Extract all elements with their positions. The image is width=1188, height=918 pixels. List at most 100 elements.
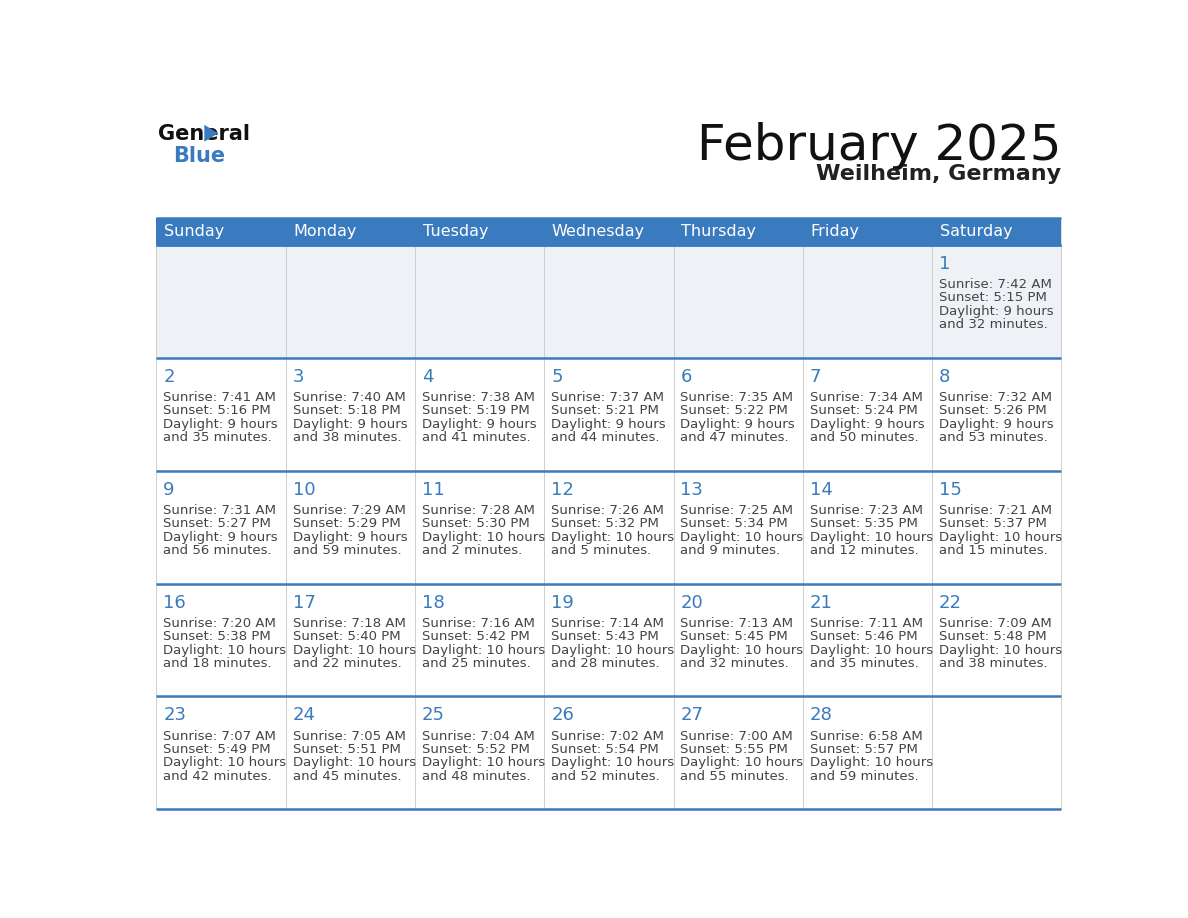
Text: Sunset: 5:52 PM: Sunset: 5:52 PM: [422, 743, 530, 756]
Text: 14: 14: [810, 481, 833, 498]
Bar: [157, 471, 285, 584]
Text: 20: 20: [681, 594, 703, 611]
Text: Sunset: 5:42 PM: Sunset: 5:42 PM: [422, 630, 530, 644]
Text: Daylight: 9 hours: Daylight: 9 hours: [292, 531, 407, 543]
Polygon shape: [204, 125, 219, 141]
Text: 6: 6: [681, 368, 691, 386]
Text: Sunset: 5:19 PM: Sunset: 5:19 PM: [422, 404, 530, 418]
Text: Sunset: 5:40 PM: Sunset: 5:40 PM: [292, 630, 400, 644]
Text: Daylight: 10 hours: Daylight: 10 hours: [810, 644, 933, 656]
Text: and 52 minutes.: and 52 minutes.: [551, 770, 659, 783]
Text: Sunset: 5:37 PM: Sunset: 5:37 PM: [939, 517, 1047, 531]
Text: Sunrise: 7:14 AM: Sunrise: 7:14 AM: [551, 617, 664, 630]
Text: Sunrise: 7:16 AM: Sunrise: 7:16 AM: [422, 617, 535, 630]
Text: and 22 minutes.: and 22 minutes.: [292, 657, 402, 670]
Text: Daylight: 9 hours: Daylight: 9 hours: [810, 418, 924, 431]
Text: and 32 minutes.: and 32 minutes.: [681, 657, 789, 670]
Text: Daylight: 10 hours: Daylight: 10 hours: [422, 531, 545, 543]
Text: 23: 23: [163, 707, 187, 724]
Bar: [157, 218, 285, 245]
Bar: [285, 218, 415, 245]
Text: 1: 1: [939, 255, 950, 273]
Text: Sunset: 5:21 PM: Sunset: 5:21 PM: [551, 404, 659, 418]
Text: Daylight: 10 hours: Daylight: 10 hours: [163, 644, 286, 656]
Text: Sunrise: 7:00 AM: Sunrise: 7:00 AM: [681, 730, 794, 743]
Text: Daylight: 9 hours: Daylight: 9 hours: [939, 418, 1054, 431]
Text: Daylight: 10 hours: Daylight: 10 hours: [939, 644, 1062, 656]
Bar: [285, 358, 415, 471]
Bar: [674, 471, 803, 584]
Bar: [285, 697, 415, 810]
Text: Sunrise: 7:28 AM: Sunrise: 7:28 AM: [422, 504, 535, 517]
Text: 3: 3: [292, 368, 304, 386]
Bar: [803, 245, 933, 358]
Text: and 35 minutes.: and 35 minutes.: [163, 431, 272, 444]
Text: and 38 minutes.: and 38 minutes.: [292, 431, 402, 444]
Text: Daylight: 9 hours: Daylight: 9 hours: [163, 531, 278, 543]
Text: and 53 minutes.: and 53 minutes.: [939, 431, 1048, 444]
Text: Sunset: 5:48 PM: Sunset: 5:48 PM: [939, 630, 1047, 644]
Text: Sunrise: 7:38 AM: Sunrise: 7:38 AM: [422, 391, 535, 404]
Text: and 59 minutes.: and 59 minutes.: [810, 770, 918, 783]
Text: Sunrise: 7:29 AM: Sunrise: 7:29 AM: [292, 504, 405, 517]
Text: and 15 minutes.: and 15 minutes.: [939, 544, 1048, 557]
Text: Sunset: 5:26 PM: Sunset: 5:26 PM: [939, 404, 1047, 418]
Text: Sunrise: 7:09 AM: Sunrise: 7:09 AM: [939, 617, 1051, 630]
Bar: [157, 245, 285, 358]
Text: and 12 minutes.: and 12 minutes.: [810, 544, 918, 557]
Text: Sunrise: 7:20 AM: Sunrise: 7:20 AM: [163, 617, 276, 630]
Bar: [415, 358, 544, 471]
Text: 9: 9: [163, 481, 175, 498]
Text: Sunrise: 7:04 AM: Sunrise: 7:04 AM: [422, 730, 535, 743]
Bar: [674, 358, 803, 471]
Text: Daylight: 9 hours: Daylight: 9 hours: [681, 418, 795, 431]
Text: Sunset: 5:51 PM: Sunset: 5:51 PM: [292, 743, 400, 756]
Text: Sunset: 5:54 PM: Sunset: 5:54 PM: [551, 743, 659, 756]
Text: Sunset: 5:55 PM: Sunset: 5:55 PM: [681, 743, 789, 756]
Text: Daylight: 10 hours: Daylight: 10 hours: [681, 531, 803, 543]
Text: Sunset: 5:32 PM: Sunset: 5:32 PM: [551, 517, 659, 531]
Bar: [803, 697, 933, 810]
Bar: [544, 471, 674, 584]
Text: 4: 4: [422, 368, 434, 386]
Bar: [674, 584, 803, 697]
Bar: [415, 697, 544, 810]
Text: and 41 minutes.: and 41 minutes.: [422, 431, 531, 444]
Text: Sunrise: 7:37 AM: Sunrise: 7:37 AM: [551, 391, 664, 404]
Text: Sunrise: 7:13 AM: Sunrise: 7:13 AM: [681, 617, 794, 630]
Text: 28: 28: [810, 707, 833, 724]
Text: Daylight: 10 hours: Daylight: 10 hours: [939, 531, 1062, 543]
Text: and 9 minutes.: and 9 minutes.: [681, 544, 781, 557]
Text: Sunrise: 7:26 AM: Sunrise: 7:26 AM: [551, 504, 664, 517]
Text: Daylight: 10 hours: Daylight: 10 hours: [551, 756, 675, 769]
Text: Sunset: 5:24 PM: Sunset: 5:24 PM: [810, 404, 917, 418]
Text: Sunset: 5:45 PM: Sunset: 5:45 PM: [681, 630, 788, 644]
Text: Sunset: 5:46 PM: Sunset: 5:46 PM: [810, 630, 917, 644]
Text: 7: 7: [810, 368, 821, 386]
Text: and 50 minutes.: and 50 minutes.: [810, 431, 918, 444]
Text: 25: 25: [422, 707, 444, 724]
Text: and 45 minutes.: and 45 minutes.: [292, 770, 402, 783]
Text: Sunrise: 7:41 AM: Sunrise: 7:41 AM: [163, 391, 276, 404]
Text: 16: 16: [163, 594, 187, 611]
Text: Tuesday: Tuesday: [423, 224, 488, 239]
Text: 11: 11: [422, 481, 444, 498]
Text: Sunrise: 7:05 AM: Sunrise: 7:05 AM: [292, 730, 405, 743]
Text: Sunrise: 7:25 AM: Sunrise: 7:25 AM: [681, 504, 794, 517]
Text: Weilheim, Germany: Weilheim, Germany: [816, 164, 1061, 185]
Text: and 25 minutes.: and 25 minutes.: [422, 657, 531, 670]
Text: 19: 19: [551, 594, 574, 611]
Text: Sunrise: 7:34 AM: Sunrise: 7:34 AM: [810, 391, 923, 404]
Bar: [674, 245, 803, 358]
Text: Daylight: 10 hours: Daylight: 10 hours: [681, 644, 803, 656]
Text: Daylight: 10 hours: Daylight: 10 hours: [292, 756, 416, 769]
Text: Sunrise: 7:11 AM: Sunrise: 7:11 AM: [810, 617, 923, 630]
Bar: [544, 697, 674, 810]
Text: Sunset: 5:38 PM: Sunset: 5:38 PM: [163, 630, 271, 644]
Text: Friday: Friday: [810, 224, 860, 239]
Text: and 59 minutes.: and 59 minutes.: [292, 544, 402, 557]
Text: Daylight: 9 hours: Daylight: 9 hours: [939, 305, 1054, 318]
Bar: [933, 471, 1061, 584]
Bar: [285, 471, 415, 584]
Text: Sunset: 5:29 PM: Sunset: 5:29 PM: [292, 517, 400, 531]
